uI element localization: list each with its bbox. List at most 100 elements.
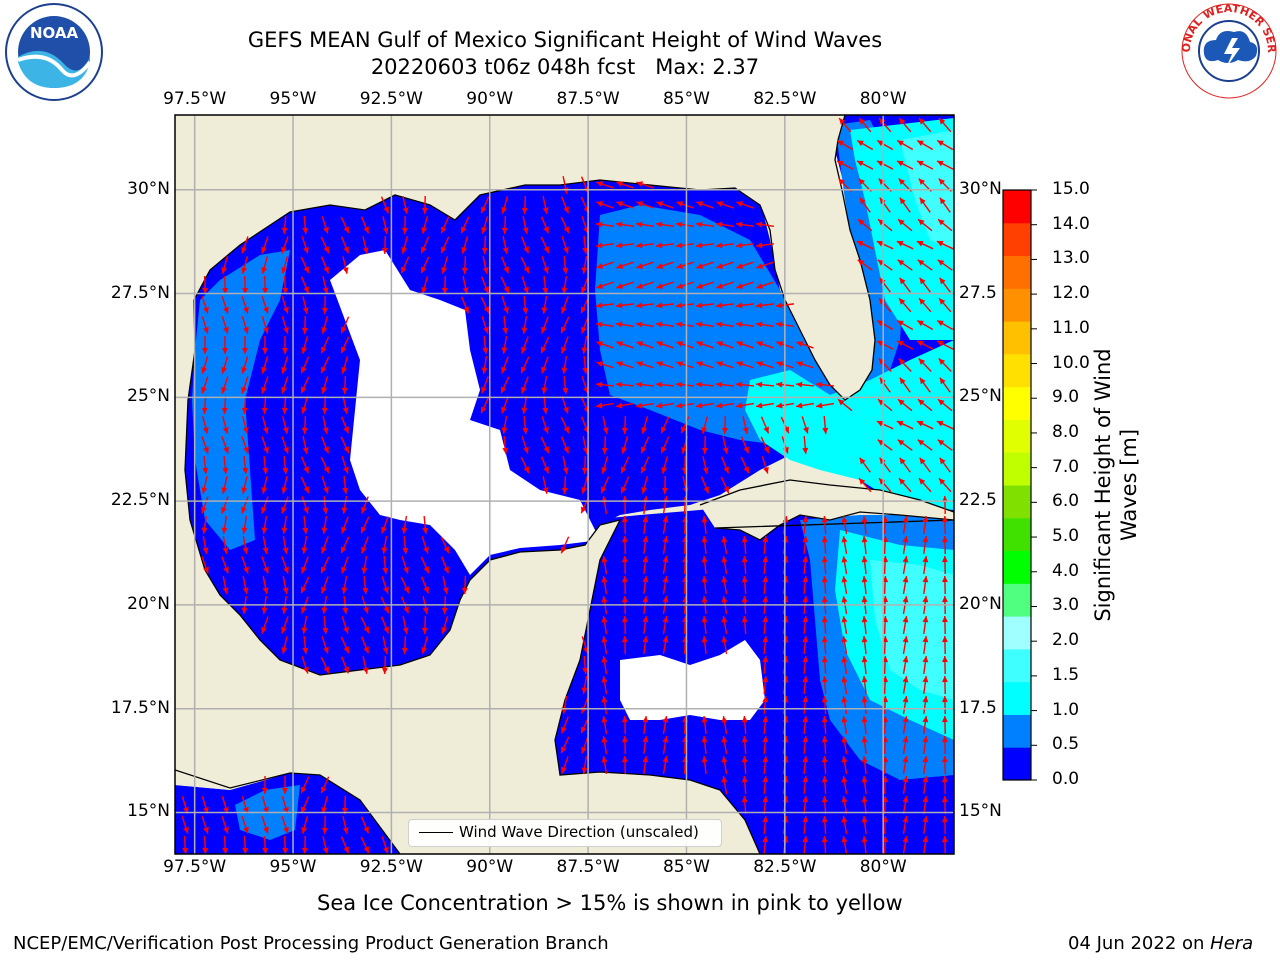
wave-direction-arrow-head [899, 478, 906, 485]
wave-direction-arrow [320, 556, 330, 574]
wave-direction-arrow [821, 835, 828, 854]
wave-direction-arrow [501, 336, 508, 354]
wave-direction-arrow-head [601, 636, 608, 643]
wave-direction-arrow [735, 221, 755, 228]
wave-direction-arrow [858, 117, 872, 133]
wave-direction-arrow-head [243, 306, 249, 314]
wave-direction-arrow [341, 496, 348, 514]
wave-direction-arrow [382, 216, 389, 234]
wave-direction-arrow [261, 256, 269, 274]
wave-direction-arrow [861, 575, 868, 595]
wave-direction-arrow-head [741, 556, 748, 563]
wave-direction-arrow [936, 420, 954, 430]
wave-direction-arrow-head [563, 246, 569, 254]
wave-direction-arrow-head [642, 616, 649, 623]
wave-direction-arrow-head [756, 381, 763, 388]
wave-direction-arrow-head [343, 466, 349, 474]
colorbar-segment-10 [1003, 419, 1031, 453]
wave-direction-arrow [301, 816, 309, 834]
wave-direction-arrow [460, 296, 470, 314]
wave-direction-arrow-head [543, 446, 549, 454]
wave-direction-arrow [922, 715, 929, 735]
wave-direction-arrow-head [341, 507, 348, 514]
wave-direction-arrow [582, 355, 589, 375]
colorbar-tick-14: 1.5 [1052, 664, 1080, 685]
wave-direction-arrow-head [918, 358, 926, 365]
wave-direction-arrow [322, 615, 329, 635]
wave-direction-arrow [941, 755, 948, 775]
wave-direction-arrow [899, 197, 911, 213]
wave-direction-arrow-head [861, 576, 868, 583]
wave-direction-arrow [898, 477, 912, 493]
wave-direction-arrow [281, 476, 288, 494]
wave-direction-arrow-head [721, 756, 728, 763]
wave-direction-arrow [561, 716, 569, 734]
wave-direction-arrow [740, 456, 750, 474]
wave-direction-arrow [422, 515, 429, 535]
wave-direction-arrow [897, 398, 913, 412]
wave-direction-arrow-head [721, 716, 728, 723]
wave-direction-arrow [481, 316, 489, 334]
wave-direction-arrow [662, 516, 669, 534]
wave-direction-arrow-head [916, 421, 924, 427]
wave-direction-arrow [621, 575, 628, 595]
wave-direction-arrow [362, 656, 369, 674]
wave-direction-arrow [939, 277, 951, 293]
colorbar-segment-17 [1003, 190, 1031, 224]
wave-direction-arrow [857, 259, 873, 271]
wave-direction-arrow-head [941, 776, 948, 783]
wave-direction-arrow [596, 201, 614, 209]
wave-direction-arrow [241, 395, 248, 415]
wave-direction-arrow-head [721, 616, 728, 623]
wave-direction-arrow [302, 515, 309, 535]
wave-direction-arrow [897, 218, 913, 232]
wave-direction-arrow-head [922, 836, 929, 843]
wave-direction-arrow-head [581, 746, 587, 754]
wave-direction-arrow [481, 216, 489, 234]
wave-direction-arrow [301, 496, 309, 514]
lon-tick-top-7: 80°W [859, 89, 907, 109]
wave-direction-arrow-head [742, 427, 749, 434]
wave-direction-arrow [916, 340, 934, 350]
wave-direction-arrow [581, 276, 589, 294]
wave-direction-arrow-head [821, 556, 828, 563]
wave-direction-arrow-head [899, 377, 906, 385]
wave-direction-arrow-head [922, 636, 929, 643]
wave-direction-arrow [642, 535, 649, 555]
wave-direction-arrow-head [721, 636, 728, 643]
lat-tick-right-5: 17.5 [959, 697, 997, 718]
wave-direction-arrow-head [223, 446, 229, 454]
wave-direction-arrow-head [183, 826, 189, 834]
wave-direction-arrow-head [756, 341, 764, 347]
wave-direction-arrow-head [401, 247, 408, 254]
wave-direction-arrow [642, 715, 649, 735]
wave-direction-arrow-head [403, 586, 409, 594]
wave-direction-arrow [762, 615, 769, 635]
wave-direction-arrow [241, 296, 249, 314]
wave-direction-arrow [281, 496, 289, 514]
lat-tick-left-3: 22.5°N [110, 490, 170, 511]
wave-direction-arrow [941, 835, 948, 854]
wave-direction-arrow-head [402, 627, 409, 634]
wave-direction-arrow-head [922, 556, 929, 563]
wave-direction-arrow [741, 575, 748, 595]
wave-direction-arrow-head [902, 836, 909, 843]
wave-direction-arrow [301, 315, 308, 335]
wave-direction-arrow-head [322, 427, 329, 434]
wave-direction-arrow-head [501, 207, 508, 214]
wave-direction-arrow-head [343, 446, 349, 454]
wave-direction-arrow-head [636, 242, 643, 249]
wave-direction-arrow [620, 476, 630, 494]
wave-direction-arrow [636, 341, 654, 349]
wave-direction-arrow-head [581, 286, 587, 294]
wave-direction-arrow [938, 117, 952, 133]
wave-direction-arrow-head [696, 283, 704, 289]
wave-direction-arrow-head [802, 736, 809, 743]
wave-direction-arrow-head [616, 221, 623, 228]
wave-direction-arrow-head [621, 536, 628, 543]
wave-direction-arrow-head [642, 576, 649, 583]
wave-direction-arrow [340, 636, 350, 654]
wave-direction-arrow-head [841, 816, 848, 823]
wave-direction-arrow-head [561, 726, 567, 734]
wave-direction-arrow-head [323, 226, 329, 234]
